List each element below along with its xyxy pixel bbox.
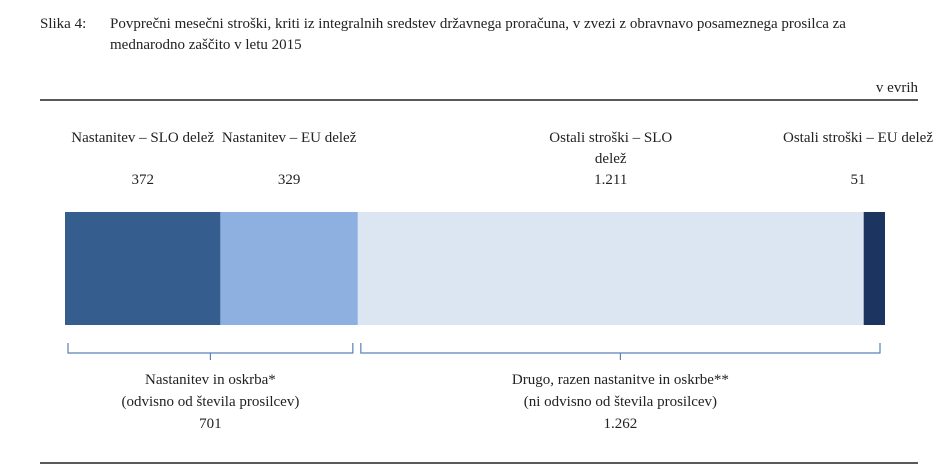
value-label: 51 <box>850 172 866 188</box>
group-value: 1.262 <box>603 416 638 432</box>
bar-segment <box>863 212 885 325</box>
segment-label: Nastanitev – SLO delež <box>71 130 215 146</box>
bar-segment <box>65 212 221 325</box>
group-label: Drugo, razen nastanitve in oskrbe** <box>511 372 729 388</box>
group-note: (odvisno od števila prosilcev) <box>121 394 300 410</box>
segment-label: Ostali stroški – SLO delež <box>549 130 673 167</box>
bar-segment <box>220 212 358 325</box>
segment-label: Ostali stroški – EU delež <box>783 130 933 146</box>
group-label: Nastanitev in oskrba* <box>145 372 276 388</box>
group-value: 701 <box>199 416 222 432</box>
figure-label: Slika 4: <box>40 16 87 32</box>
brace <box>360 343 881 360</box>
group-note: (ni odvisno od števila prosilcev) <box>523 394 718 410</box>
unit-label: v evrih <box>875 80 918 96</box>
segment-label: Nastanitev – EU delež <box>221 130 357 146</box>
value-label: 372 <box>131 172 154 188</box>
value-label: 1.211 <box>594 172 628 188</box>
chart-title: Povprečni mesečni stroški, kriti iz inte… <box>110 16 846 53</box>
brace <box>67 343 354 360</box>
value-label: 329 <box>277 172 301 188</box>
bar-segment <box>357 212 864 325</box>
